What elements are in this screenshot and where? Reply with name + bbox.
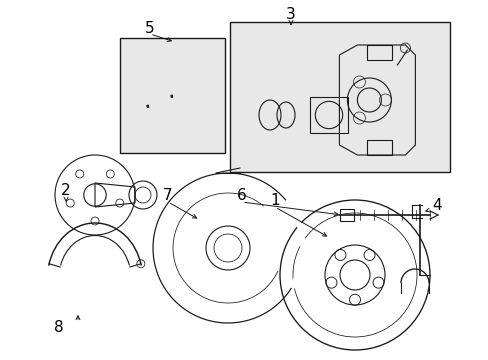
Text: 7: 7 xyxy=(163,188,172,202)
Text: 5: 5 xyxy=(145,21,155,36)
Bar xyxy=(120,38,224,153)
Text: 4: 4 xyxy=(431,198,441,212)
Bar xyxy=(366,45,391,60)
Text: 2: 2 xyxy=(61,183,71,198)
Bar xyxy=(309,97,347,133)
Bar xyxy=(229,22,449,172)
Text: 6: 6 xyxy=(237,188,246,202)
Text: 3: 3 xyxy=(285,6,295,22)
Text: 8: 8 xyxy=(54,320,63,336)
Bar xyxy=(366,140,391,155)
Bar xyxy=(339,209,353,221)
Text: 1: 1 xyxy=(270,193,279,207)
